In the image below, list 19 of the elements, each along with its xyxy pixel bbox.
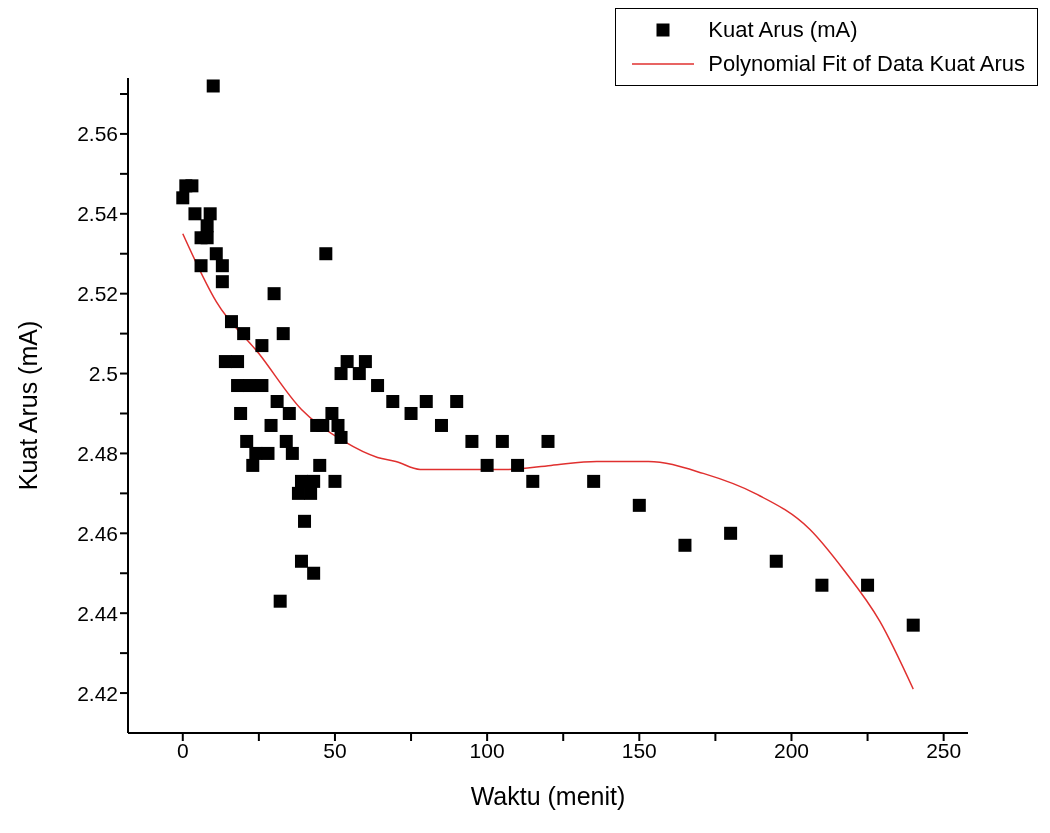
y-tick-label: 2.52	[77, 282, 118, 306]
y-tick-label: 2.42	[77, 681, 118, 705]
x-tick-label: 0	[176, 738, 189, 762]
y-tick-label: 2.54	[77, 202, 119, 226]
x-tick-label: 150	[621, 738, 657, 762]
y-tick-label: 2.44	[77, 601, 119, 625]
y-axis-title: Kuat Arus (mA)	[13, 320, 42, 491]
x-tick-label: 200	[773, 738, 809, 762]
x-tick-label: 250	[926, 738, 962, 762]
legend-label: Kuat Arus (mA)	[708, 17, 858, 43]
y-tick-label: 2.56	[77, 122, 118, 146]
x-axis-title: Waktu (menit)	[470, 782, 626, 810]
x-tick-label: 50	[323, 738, 347, 762]
y-tick-label: 2.48	[77, 441, 118, 465]
y-tick-label: 2.46	[77, 521, 118, 545]
y-tick-label: 2.5	[88, 362, 118, 385]
line-series	[182, 233, 914, 690]
legend-label: Polynomial Fit of Data Kuat Arus	[708, 51, 1025, 77]
x-tick-label: 100	[469, 738, 505, 762]
